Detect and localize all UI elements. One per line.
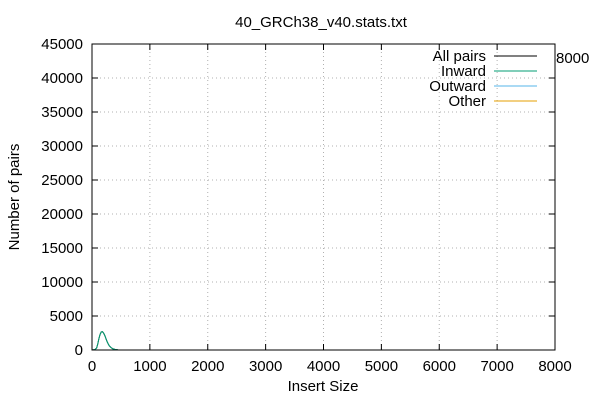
y-tick-label: 30000 (41, 138, 83, 155)
x-tick-label: 0 (88, 358, 96, 375)
x-tick-labels: 0 1000 2000 3000 4000 5000 6000 7000 8000 (88, 358, 572, 375)
x-tick-label: 4000 (307, 358, 340, 375)
y-tick-label: 35000 (41, 104, 83, 121)
legend-label: Inward (441, 63, 486, 80)
y-tick-labels: 0 5000 10000 15000 20000 25000 30000 35000 40000… (41, 36, 83, 359)
y-tick-label: 45000 (41, 36, 83, 53)
x-tick-label: 8000 (538, 358, 571, 375)
x-tick-label: 7000 (480, 358, 513, 375)
y-tick-label: 20000 (41, 206, 83, 223)
y-tick-label: 25000 (41, 172, 83, 189)
x-tick-label: 3000 (249, 358, 282, 375)
x-tick-label: 2000 (191, 358, 224, 375)
x-tick-label: 1000 (133, 358, 166, 375)
tick-marks (91, 43, 556, 351)
x-tick-label: 5000 (365, 358, 398, 375)
legend-label: All pairs (433, 48, 486, 65)
series-layer (91, 331, 121, 351)
series-line-inward (91, 331, 121, 351)
y-tick-label: 5000 (50, 308, 83, 325)
x-axis-title: Insert Size (288, 378, 359, 395)
y-tick-label: 40000 (41, 70, 83, 87)
grid-lines (92, 44, 555, 350)
legend-label: Other (448, 93, 486, 110)
y-axis-title: Number of pairs (6, 144, 23, 251)
legend-label: Outward (429, 78, 486, 95)
y-tick-label: 15000 (41, 240, 83, 257)
x-tick-label: 6000 (423, 358, 456, 375)
chart-title: 40_GRCh38_v40.stats.txt (235, 14, 408, 31)
y-tick-label: 0 (75, 342, 83, 359)
y-tick-label: 10000 (41, 274, 83, 291)
extra-axis-label: 8000 (556, 50, 589, 67)
